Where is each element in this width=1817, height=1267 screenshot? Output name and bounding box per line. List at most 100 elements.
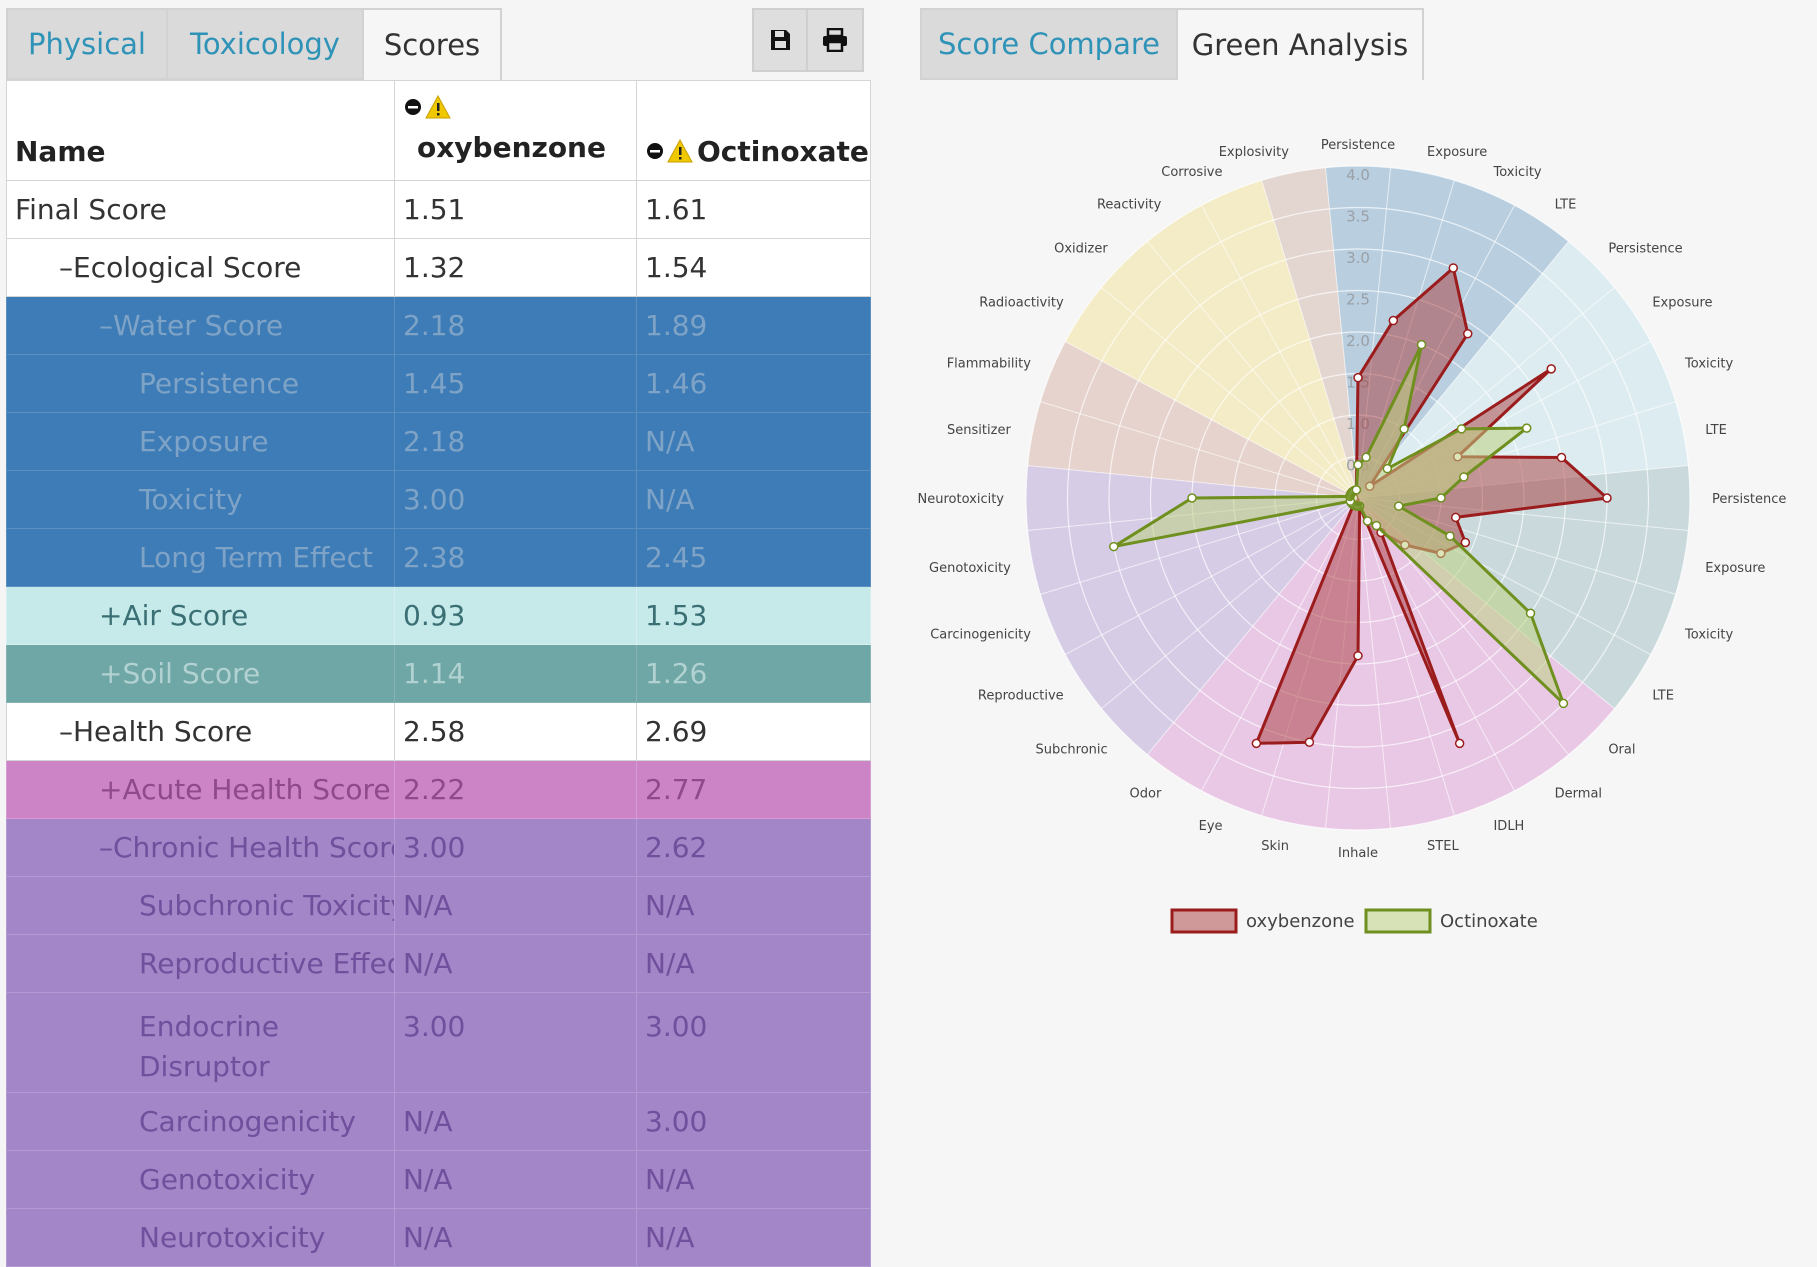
tab-physical[interactable]: Physical <box>6 8 166 80</box>
octinoxate-value: 2.77 <box>636 760 871 819</box>
oxybenzone-value: 1.14 <box>394 644 637 703</box>
tab-green-analysis[interactable]: Green Analysis <box>1176 8 1424 80</box>
row-label: Persistence <box>6 354 395 413</box>
radar-point <box>1558 698 1569 709</box>
radar-spoke <box>1146 497 1359 755</box>
radar-spoke <box>1040 497 1359 595</box>
tab-toxicology[interactable]: Toxicology <box>166 8 362 80</box>
radar-spoke <box>1064 497 1359 655</box>
row-endocrine-disruptor: Endocrine Disruptor 3.00 3.00 <box>6 992 871 1093</box>
radar-point <box>1109 541 1119 552</box>
radar-axis-label: Persistence <box>1321 138 1395 153</box>
octinoxate-value: 3.00 <box>636 992 871 1093</box>
row-health-score[interactable]: –Health Score 2.58 2.69 <box>6 702 871 761</box>
radar-scale-tick: 4.0 <box>1346 166 1370 184</box>
row-label: Long Term Effect <box>6 528 395 587</box>
row-subchronic-toxicity: Subchronic Toxicity N/A N/A <box>6 876 871 935</box>
tab-score-compare[interactable]: Score Compare <box>920 8 1176 80</box>
radar-spoke <box>1064 341 1359 499</box>
row-label[interactable]: –Ecological Score <box>6 238 395 297</box>
radar-sector <box>1147 205 1358 498</box>
radar-axis-label: Inhale <box>1338 846 1378 861</box>
right-tab-bar: Score Compare Green Analysis <box>920 8 1424 80</box>
radar-ring <box>1066 206 1650 790</box>
radar-point <box>1454 738 1465 749</box>
octinoxate-value: N/A <box>636 412 871 471</box>
radar-point <box>1546 364 1556 374</box>
tab-scores[interactable]: Scores <box>362 8 502 80</box>
row-label[interactable]: +Acute Health Score <box>6 760 395 819</box>
left-tab-bar: Physical Toxicology Scores <box>6 8 502 80</box>
remove-circle-icon[interactable] <box>403 97 423 117</box>
radar-point <box>1445 531 1455 541</box>
radar-axis-label: Odor <box>1130 786 1162 801</box>
row-water-score[interactable]: –Water Score 2.18 1.89 <box>6 296 871 355</box>
radar-sector <box>1101 241 1358 498</box>
radar-axis-label: Corrosive <box>1161 165 1222 180</box>
octinoxate-value: 2.45 <box>636 528 871 587</box>
radar-axis-label: Toxicity <box>1492 165 1541 180</box>
radar-axis-label: Subchronic <box>1036 742 1108 757</box>
octinoxate-value: 1.89 <box>636 296 871 355</box>
radar-spoke <box>1101 286 1359 499</box>
octinoxate-value: 1.46 <box>636 354 871 413</box>
row-water-persistence: Persistence 1.45 1.46 <box>6 354 871 413</box>
radar-axis-label: Eye <box>1199 819 1223 834</box>
row-reproductive-effect: Reproductive Effect N/A N/A <box>6 934 871 993</box>
row-air-score[interactable]: +Air Score 0.93 1.53 <box>6 586 871 645</box>
oxybenzone-value: 1.51 <box>394 180 637 239</box>
radar-axis-label: Radioactivity <box>979 295 1064 310</box>
radar-axis-label: Exposure <box>1652 295 1712 310</box>
row-ecological-score[interactable]: –Ecological Score 1.32 1.54 <box>6 238 871 297</box>
oxybenzone-value: 3.00 <box>394 992 637 1093</box>
octinoxate-value: N/A <box>636 1150 871 1209</box>
row-label[interactable]: –Chronic Health Score <box>6 818 395 877</box>
print-button[interactable] <box>808 8 864 72</box>
row-label: Endocrine Disruptor <box>6 992 395 1093</box>
row-chronic-health-score[interactable]: –Chronic Health Score 3.00 2.62 <box>6 818 871 877</box>
oxybenzone-value: N/A <box>394 1150 637 1209</box>
radar-point <box>1187 493 1197 503</box>
row-soil-score[interactable]: +Soil Score 1.14 1.26 <box>6 644 871 703</box>
radar-point <box>1351 485 1362 495</box>
row-genotoxicity: Genotoxicity N/A N/A <box>6 1150 871 1209</box>
legend-swatch-oxybenzone <box>1170 908 1238 934</box>
row-label[interactable]: +Soil Score <box>6 644 395 703</box>
row-label[interactable]: +Air Score <box>6 586 395 645</box>
radar-sector <box>1040 341 1358 498</box>
save-button[interactable] <box>752 8 808 72</box>
radar-point <box>1251 738 1262 749</box>
radar-point <box>1304 737 1315 747</box>
warning-icon <box>425 95 451 119</box>
radar-sector <box>1065 498 1358 709</box>
row-label[interactable]: –Water Score <box>6 296 395 355</box>
radar-point <box>1353 650 1363 661</box>
radar-axis-label: Dermal <box>1555 786 1602 801</box>
radar-point <box>1388 315 1399 326</box>
radar-axis-label: Explosivity <box>1219 145 1290 160</box>
radar-point <box>1436 493 1446 503</box>
octinoxate-value: 1.61 <box>636 180 871 239</box>
radar-point <box>1399 424 1409 434</box>
oxybenzone-label: oxybenzone <box>417 131 606 164</box>
radar-spoke <box>1357 497 1392 829</box>
oxybenzone-value: N/A <box>394 876 637 935</box>
oxybenzone-value: 2.58 <box>394 702 637 761</box>
radar-sector <box>1027 401 1358 498</box>
radar-point <box>1448 263 1459 273</box>
radar-ring <box>1025 165 1691 831</box>
row-label: Reproductive Effect <box>6 934 395 993</box>
legend-label-oxybenzone: oxybenzone <box>1246 911 1355 932</box>
octinoxate-value: 1.26 <box>636 644 871 703</box>
octinoxate-value: 2.69 <box>636 702 871 761</box>
oxybenzone-value: 3.00 <box>394 470 637 529</box>
oxybenzone-value: 1.45 <box>394 354 637 413</box>
radar-sector <box>1261 167 1358 498</box>
row-label: Toxicity <box>6 470 395 529</box>
radar-point <box>1393 501 1404 511</box>
row-label[interactable]: –Health Score <box>6 702 395 761</box>
remove-circle-icon[interactable] <box>645 141 665 161</box>
row-water-toxicity: Toxicity 3.00 N/A <box>6 470 871 529</box>
row-acute-health-score[interactable]: +Acute Health Score 2.22 2.77 <box>6 760 871 819</box>
octinoxate-label: Octinoxate <box>697 134 869 168</box>
